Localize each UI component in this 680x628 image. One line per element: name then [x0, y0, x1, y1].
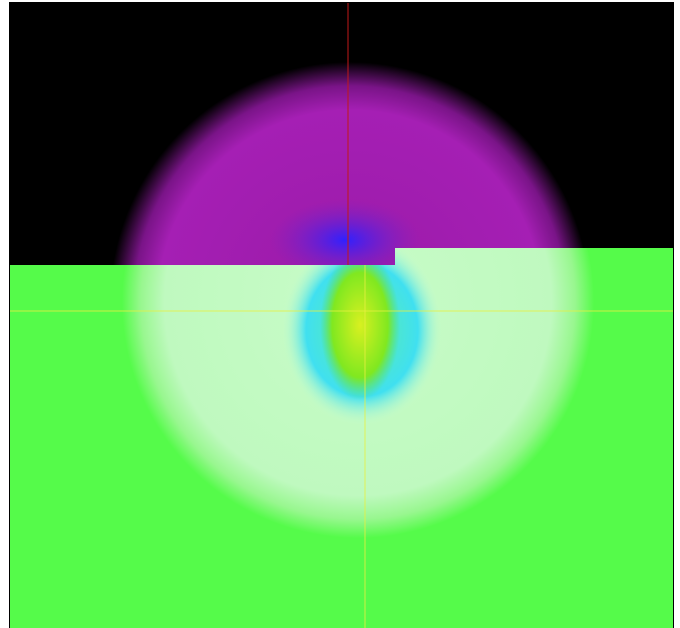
- lower-core: [320, 250, 400, 400]
- upper-hotspot: [270, 200, 420, 265]
- upper-disc: [110, 62, 590, 265]
- frame-border: [9, 2, 674, 628]
- upper-layer: [10, 3, 673, 265]
- lower-layer: [10, 248, 673, 628]
